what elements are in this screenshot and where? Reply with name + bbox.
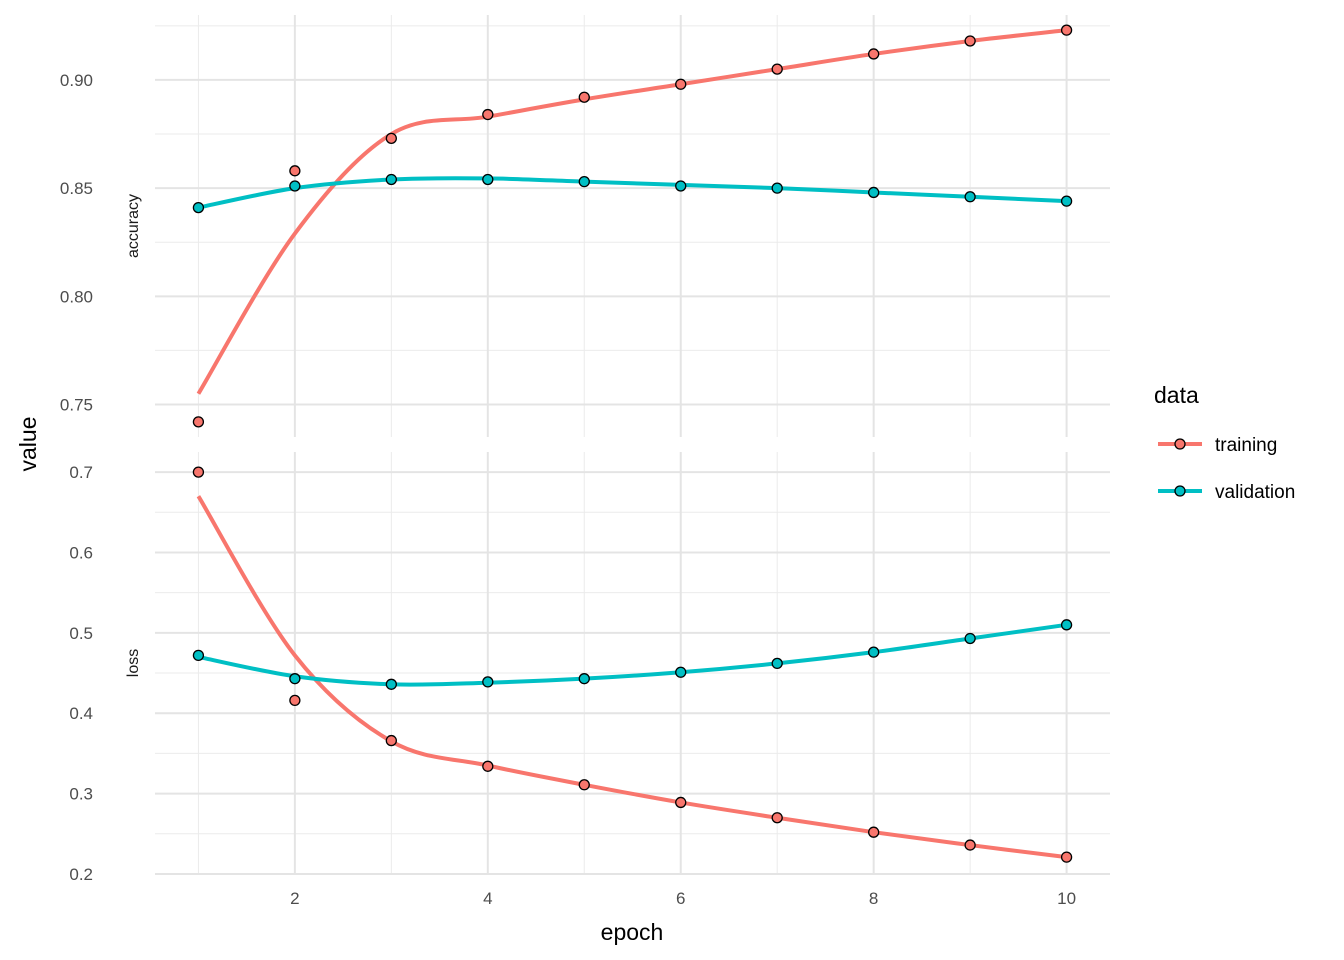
data-point-training	[385, 132, 397, 145]
series-line-training	[196, 495, 1067, 860]
y-tick-label: 0.90	[60, 71, 93, 90]
data-point-validation	[578, 175, 590, 188]
data-point-validation	[482, 173, 494, 186]
x-tick-label: 4	[483, 889, 492, 908]
data-point-validation	[1060, 619, 1073, 631]
data-point-training	[675, 78, 687, 90]
panels: 0.750.800.850.90accuracy0.20.30.40.50.60…	[60, 15, 1110, 908]
data-point-training	[964, 35, 976, 47]
legend-key-point	[1174, 438, 1186, 450]
legend-entry-validation: validation	[1158, 482, 1295, 503]
series-line-training	[196, 28, 1067, 395]
data-point-training	[1060, 24, 1073, 36]
data-point-training	[482, 108, 494, 121]
y-tick-label: 0.6	[69, 543, 93, 562]
data-point-validation	[482, 676, 494, 688]
data-point-training	[868, 826, 880, 838]
legend-key-point	[1174, 485, 1186, 497]
y-tick-label: 0.2	[69, 865, 93, 884]
panel-accuracy: 0.75 0.80 0.85 0.90 accuracy	[60, 15, 1110, 437]
data-point-training	[868, 48, 880, 60]
y-tick-label: 0.80	[60, 287, 93, 306]
data-point-training	[964, 839, 976, 851]
data-point-training	[192, 416, 205, 428]
data-point-training	[385, 734, 397, 747]
x-tick-label: 8	[869, 889, 878, 908]
data-point-validation	[192, 649, 205, 662]
data-point-training	[771, 812, 783, 824]
data-point-validation	[771, 182, 783, 194]
data-point-validation	[578, 673, 590, 685]
panel-label-loss: loss	[125, 649, 142, 677]
panel-label-accuracy: accuracy	[125, 194, 142, 258]
data-point-training	[289, 165, 301, 177]
y-tick-label: 0.4	[69, 704, 93, 723]
data-point-training	[289, 694, 301, 707]
y-axis-title: value	[15, 417, 41, 472]
data-point-training	[578, 91, 590, 103]
data-point-training	[1060, 851, 1073, 863]
x-tick-label: 10	[1057, 889, 1076, 908]
x-tick-label: 6	[676, 889, 685, 908]
series-line-validation	[198, 622, 1067, 687]
data-point-training	[771, 63, 783, 75]
data-point-validation	[1060, 195, 1073, 207]
data-point-validation	[385, 173, 397, 186]
data-point-validation	[675, 180, 687, 192]
y-tick-label: 0.3	[69, 785, 93, 804]
series-line-validation	[198, 176, 1067, 210]
y-tick-label: 0.7	[69, 463, 93, 482]
data-point-validation	[964, 191, 976, 203]
y-tick-label: 0.85	[60, 179, 93, 198]
data-point-training	[192, 466, 205, 478]
data-point-training	[578, 779, 590, 791]
legend: data training validation	[1154, 382, 1295, 503]
legend-title: data	[1154, 382, 1199, 408]
panel-loss: 0.2 0.3 0.4 0.5 0.6 0.7 loss	[69, 452, 1110, 884]
x-axis: 2 4 6 8 10	[290, 889, 1076, 908]
data-point-validation	[192, 201, 205, 214]
data-point-validation	[289, 673, 301, 685]
legend-entry-training: training	[1158, 435, 1277, 456]
data-point-validation	[964, 632, 976, 645]
data-point-validation	[868, 186, 880, 199]
data-point-validation	[771, 657, 783, 670]
x-axis-title: epoch	[601, 919, 664, 945]
data-point-training	[675, 796, 687, 809]
y-tick-label: 0.5	[69, 624, 93, 643]
data-point-training	[482, 760, 494, 772]
data-point-validation	[289, 180, 301, 192]
data-point-validation	[385, 678, 397, 690]
y-tick-label: 0.75	[60, 396, 93, 415]
x-tick-label: 2	[290, 889, 299, 908]
legend-label: training	[1215, 435, 1277, 456]
data-point-validation	[868, 646, 880, 658]
data-point-validation	[675, 666, 687, 678]
legend-label: validation	[1215, 482, 1295, 503]
